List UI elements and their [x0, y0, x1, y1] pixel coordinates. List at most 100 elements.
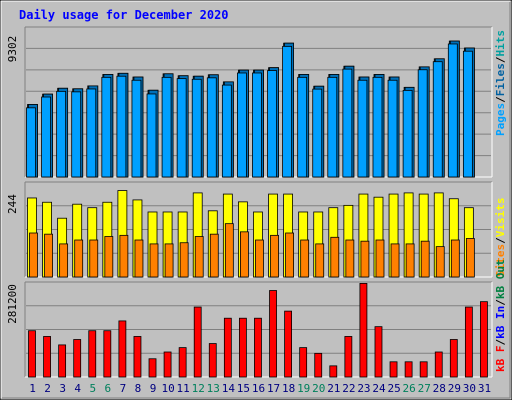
x-tick-label: 6 [105, 382, 112, 395]
legend-entry: Visits [494, 198, 507, 238]
bar-sites [390, 243, 400, 278]
bar-kb-f [118, 320, 127, 378]
bar-sites [465, 238, 475, 278]
bar-kb-f [163, 351, 172, 378]
panel-pages-files-hits: 9302 [6, 26, 493, 178]
x-tick-label: 25 [387, 382, 400, 395]
panel-kilobytes: 281200 [6, 281, 493, 378]
bar-pages [221, 84, 232, 178]
bar-kb-f [58, 344, 67, 378]
bar-sites [300, 239, 310, 278]
x-tick-label: 19 [297, 382, 310, 395]
bar-kb-f [208, 343, 217, 378]
x-tick-label: 18 [282, 382, 295, 395]
bar-kb-f [43, 336, 51, 378]
bar-kb-f [344, 336, 353, 378]
legend-entry: Files [494, 63, 507, 96]
bar-pages [26, 107, 36, 178]
bar-pages [71, 91, 82, 178]
x-tick-label: 13 [207, 382, 220, 395]
x-tick-label: 28 [433, 382, 446, 395]
bar-kb-f [28, 330, 36, 378]
x-tick-label: 10 [161, 382, 174, 395]
bar-pages [417, 69, 428, 178]
bar-sites [330, 236, 340, 278]
bar-kb-f [464, 306, 473, 378]
x-tick-label: 17 [267, 382, 280, 395]
bar-sites [194, 236, 204, 278]
bar-sites [420, 240, 430, 278]
x-tick-label: 11 [177, 382, 190, 395]
bar-kb-f [404, 361, 413, 378]
bar-kb-f [223, 317, 232, 378]
bar-sites [345, 239, 355, 278]
x-tick-label: 4 [74, 382, 81, 395]
bar-kb-f [419, 361, 428, 378]
bar-sites [405, 243, 415, 278]
x-tick-label: 31 [478, 382, 491, 395]
x-tick-label: 21 [327, 382, 340, 395]
bar-kb-f [103, 330, 112, 378]
bar-sites [74, 239, 84, 278]
bar-sites [134, 239, 144, 278]
bar-pages [312, 88, 323, 178]
legend-entry: kB F [494, 346, 507, 373]
bar-kb-f [299, 347, 308, 378]
bar-sites [285, 232, 294, 278]
bar-sites [450, 239, 460, 278]
bar-kb-f [314, 352, 323, 378]
x-tick-label: 9 [150, 382, 157, 395]
x-tick-label: 29 [448, 382, 461, 395]
bar-pages [432, 61, 443, 178]
legend-separator: / [494, 299, 507, 306]
bar-sites [435, 246, 445, 278]
y-tick-label: 244 [6, 194, 19, 214]
bar-sites [315, 243, 325, 278]
legend-entry: kB Out [494, 259, 507, 299]
bar-sites [255, 239, 264, 278]
legend-separator: / [494, 237, 507, 244]
bar-kb-f [254, 317, 262, 378]
bar-pages [237, 72, 247, 178]
bar-pages [41, 96, 51, 178]
bar-pages [176, 78, 187, 178]
bar-kb-f [449, 339, 458, 378]
bar-sites [44, 233, 53, 278]
x-tick-label: 3 [59, 382, 66, 395]
legend-entry: Sites [494, 244, 507, 277]
bar-pages [146, 93, 157, 178]
x-tick-label: 5 [89, 382, 96, 395]
chart-title: Daily usage for December 2020 [19, 8, 229, 22]
bar-pages [327, 76, 338, 178]
panels: 9302 244 281200 [6, 26, 493, 378]
x-tick-label: 14 [222, 382, 236, 395]
y-tick-label: 281200 [6, 284, 19, 324]
bar-sites [104, 236, 114, 278]
bar-kb-f [88, 330, 97, 378]
bar-sites [375, 239, 385, 278]
x-tick-label: 7 [120, 382, 127, 395]
bar-sites [119, 234, 129, 278]
x-tick-label: 27 [418, 382, 431, 395]
bar-kb-f [374, 326, 383, 378]
bar-pages [56, 90, 67, 178]
bar-kb-f [193, 306, 202, 378]
bar-sites [224, 223, 234, 278]
x-tick-label: 12 [192, 382, 205, 395]
bar-pages [86, 88, 97, 178]
bar-pages [282, 45, 292, 178]
bar-kb-f [284, 310, 292, 378]
x-tick-label: 26 [403, 382, 416, 395]
legend-separator: / [494, 96, 507, 103]
bar-kb-f [359, 283, 368, 378]
bar-sites [270, 234, 279, 278]
bar-pages [372, 76, 383, 178]
x-tick-label: 1 [29, 382, 36, 395]
x-tick-label: 15 [237, 382, 250, 395]
bar-pages [342, 68, 353, 178]
legend: Sites/Visits [494, 198, 507, 278]
x-tick-label: 24 [372, 382, 386, 395]
